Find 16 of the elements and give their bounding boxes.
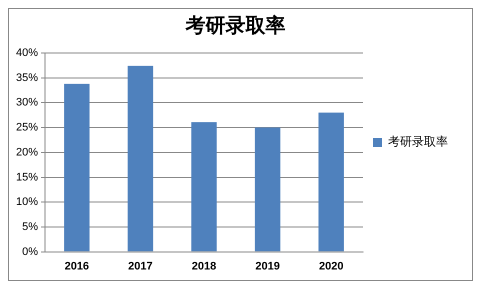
y-tick-label: 35%: [16, 72, 38, 84]
y-tick-label: 25%: [16, 122, 38, 134]
y-tick-label: 5%: [22, 220, 38, 233]
y-tick-label: 30%: [16, 96, 38, 109]
chart-title: 考研录取率: [184, 13, 286, 38]
y-tick-label: 0%: [22, 246, 38, 258]
x-tick-label: 2018: [192, 260, 216, 272]
x-tick-label: 2016: [64, 260, 90, 272]
y-tick-label: 15%: [16, 171, 38, 184]
y-tick-label: 10%: [16, 196, 38, 208]
x-tick-label: 2017: [128, 260, 153, 272]
y-tick-label: 20%: [16, 146, 38, 158]
x-tick-label: 2020: [318, 260, 344, 272]
legend-label: 考研录取率: [388, 134, 448, 149]
x-tick-label: 2019: [255, 260, 280, 272]
y-tick-label: 40%: [16, 47, 38, 60]
